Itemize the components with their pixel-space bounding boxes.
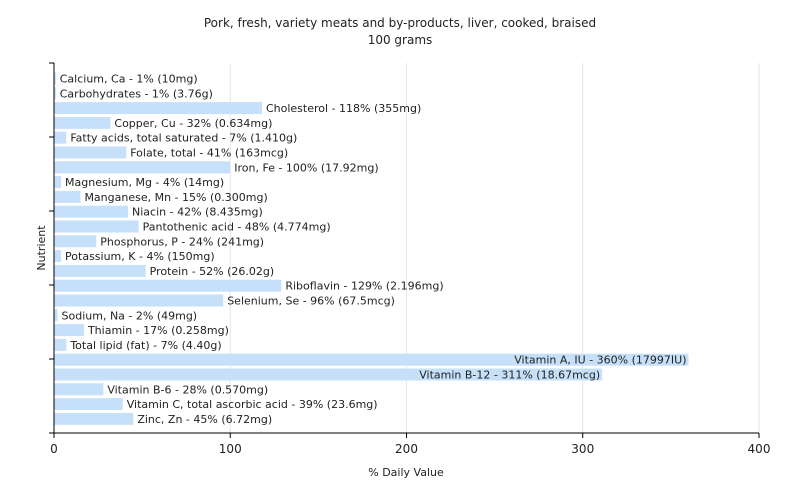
bar-label: Niacin - 42% (8.435mg) [132, 206, 263, 219]
bar-label: Vitamin B-6 - 28% (0.570mg) [107, 383, 268, 396]
bar-label: Sodium, Na - 2% (49mg) [62, 309, 198, 322]
bar-label: Magnesium, Mg - 4% (14mg) [65, 176, 224, 189]
bar-label: Calcium, Ca - 1% (10mg) [60, 73, 198, 86]
axes: 0 100 200 300 400 [49, 62, 771, 456]
bar-label: Cholesterol - 118% (355mg) [266, 102, 421, 115]
bar [54, 235, 97, 248]
bar [54, 116, 111, 129]
bar [54, 383, 104, 396]
bar-label: Total lipid (fat) - 7% (4.40g) [69, 339, 221, 352]
bar [54, 398, 123, 411]
bar [54, 131, 67, 144]
x-tick-label: 100 [219, 442, 242, 456]
bar-label: Vitamin A, IU - 360% (17997IU) [514, 354, 686, 367]
bar [54, 324, 84, 337]
bar-label: Potassium, K - 4% (150mg) [65, 250, 215, 263]
bar-label: Iron, Fe - 100% (17.92mg) [234, 161, 378, 174]
bar [54, 102, 262, 115]
bar [54, 412, 134, 425]
bar-label: Carbohydrates - 1% (3.76g) [60, 87, 213, 100]
y-axis-title: Nutrient [35, 225, 48, 271]
x-tick-label: 200 [395, 442, 418, 456]
bar [54, 309, 58, 322]
bar [54, 250, 62, 263]
bar-label: Manganese, Mn - 15% (0.300mg) [84, 191, 267, 204]
bar-label: Zinc, Zn - 45% (6.72mg) [137, 413, 272, 426]
bar [54, 220, 139, 233]
bar [54, 264, 146, 277]
bar-label: Vitamin B-12 - 311% (18.67mcg) [419, 369, 600, 382]
bar-label: Copper, Cu - 32% (0.634mg) [114, 117, 272, 130]
bar-label: Pantothenic acid - 48% (4.774mg) [143, 221, 331, 234]
bar [54, 161, 231, 174]
bar-label: Fatty acids, total saturated - 7% (1.410… [70, 132, 297, 145]
bar-label: Riboflavin - 129% (2.196mg) [285, 280, 443, 293]
x-tick-label: 400 [748, 442, 771, 456]
bar [54, 279, 282, 292]
bars [54, 72, 689, 425]
x-tick-label: 0 [50, 442, 58, 456]
bar-label: Phosphorus, P - 24% (241mg) [100, 235, 264, 248]
x-tick-label: 300 [571, 442, 594, 456]
bar [54, 353, 689, 366]
bar-labels: Calcium, Ca - 1% (10mg)Carbohydrates - 1… [60, 73, 687, 426]
bar [54, 72, 56, 85]
bar-label: Folate, total - 41% (163mcg) [130, 147, 288, 160]
bar-label: Vitamin C, total ascorbic acid - 39% (23… [127, 398, 378, 411]
bar [54, 368, 603, 381]
bar [54, 294, 224, 307]
bar [54, 190, 81, 203]
bar-label: Selenium, Se - 96% (67.5mcg) [227, 295, 395, 308]
bar-label: Protein - 52% (26.02g) [150, 265, 275, 278]
bar [54, 87, 56, 100]
x-axis-title: % Daily Value [368, 466, 444, 479]
bar [54, 338, 67, 351]
chart-subtitle: 100 grams [368, 33, 433, 47]
bar [54, 205, 129, 218]
bar-label: Thiamin - 17% (0.258mg) [87, 324, 229, 337]
bar [54, 146, 127, 159]
bar [54, 176, 62, 189]
chart-title: Pork, fresh, variety meats and by-produc… [204, 16, 596, 30]
